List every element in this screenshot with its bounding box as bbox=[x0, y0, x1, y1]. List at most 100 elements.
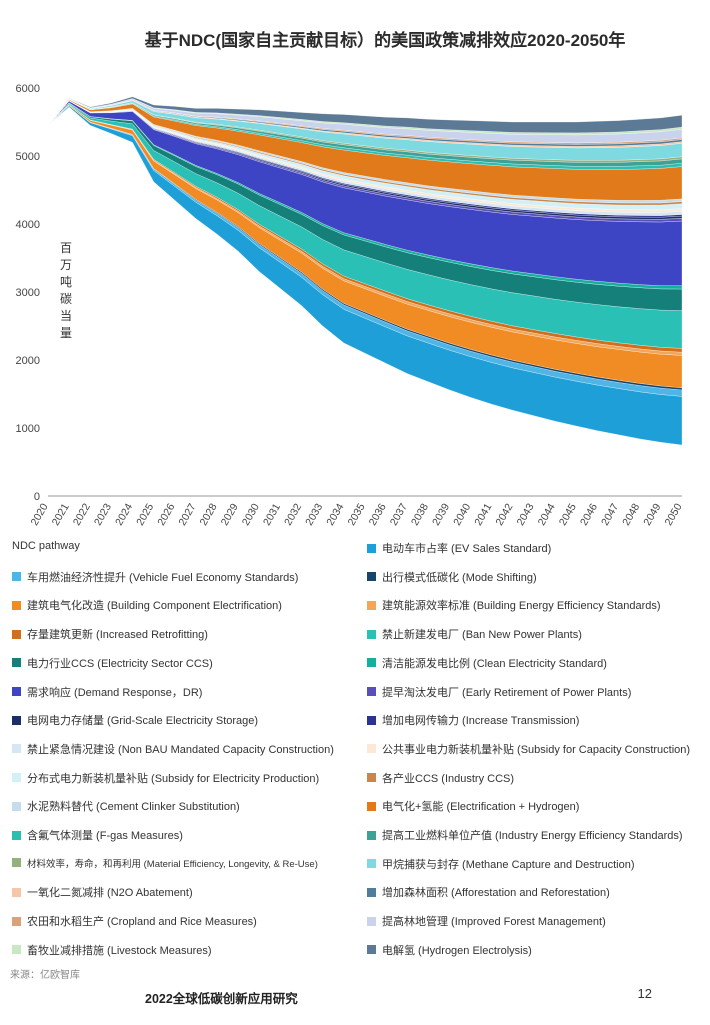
x-tick-label: 2028 bbox=[198, 501, 220, 527]
legend-item: 电气化+氢能 (Electrification + Hydrogen) bbox=[367, 798, 579, 814]
legend-item: 出行模式低碳化 (Mode Shifting) bbox=[367, 569, 537, 585]
source-note: 来源：亿欧智库 bbox=[10, 970, 80, 981]
legend-swatch bbox=[12, 773, 21, 783]
x-tick-label: 2024 bbox=[113, 501, 135, 527]
x-tick-label: 2044 bbox=[536, 501, 558, 527]
x-tick-label: 2030 bbox=[240, 501, 262, 527]
legend-item: 电解氢 (Hydrogen Electrolysis) bbox=[367, 942, 532, 958]
legend-label: 甲烷捕获与封存 (Methane Capture and Destruction… bbox=[382, 858, 635, 871]
legend-item: 电动车市占率 (EV Sales Standard) bbox=[367, 540, 551, 556]
legend-swatch bbox=[12, 801, 21, 811]
legend-item: 各产业CCS (Industry CCS) bbox=[367, 770, 514, 786]
x-tick-label: 2026 bbox=[155, 501, 177, 527]
chart-title: 基于NDC(国家自主贡献目标）的美国政策减排效应2020-2050年 bbox=[144, 31, 626, 50]
legend-label: 禁止新建发电厂 (Ban New Power Plants) bbox=[382, 629, 582, 642]
x-tick-label: 2048 bbox=[620, 501, 642, 527]
legend-swatch bbox=[12, 916, 21, 926]
y-tick-label: 2000 bbox=[16, 355, 40, 367]
legend-item: 农田和水稻生产 (Cropland and Rice Measures) bbox=[12, 913, 257, 929]
legend-item: 甲烷捕获与封存 (Methane Capture and Destruction… bbox=[367, 856, 634, 872]
legend-swatch bbox=[367, 773, 376, 783]
x-tick-label: 2040 bbox=[451, 501, 473, 527]
legend-label: 公共事业电力新装机量补贴 (Subsidy for Capacity Const… bbox=[382, 743, 691, 756]
x-tick-label: 2038 bbox=[409, 501, 431, 527]
legend-item: 清洁能源发电比例 (Clean Electricity Standard) bbox=[367, 655, 607, 671]
legend-label: 电动车市占率 (EV Sales Standard) bbox=[382, 543, 552, 555]
legend-swatch bbox=[12, 858, 21, 868]
legend-item: 畜牧业减排措施 (Livestock Measures) bbox=[12, 942, 212, 958]
y-axis-label-char: 碳 bbox=[60, 292, 72, 306]
legend-label: 清洁能源发电比例 (Clean Electricity Standard) bbox=[382, 657, 607, 670]
x-tick-label: 2021 bbox=[50, 501, 72, 527]
legend-label: NDC pathway bbox=[12, 540, 80, 552]
legend-label: 材料效率，寿命，和再利用 (Material Efficiency, Longe… bbox=[27, 858, 318, 870]
x-tick-label: 2049 bbox=[641, 501, 663, 527]
x-tick-label: 2050 bbox=[663, 501, 685, 527]
legend-label: 农田和水稻生产 (Cropland and Rice Measures) bbox=[27, 916, 257, 929]
legend-label: 含氟气体测量 (F-gas Measures) bbox=[27, 830, 183, 842]
legend-label: 建筑电气化改造 (Building Component Electrificat… bbox=[27, 600, 282, 613]
legend-label: 存量建筑更新 (Increased Retrofitting) bbox=[27, 629, 208, 642]
x-tick-label: 2035 bbox=[346, 501, 368, 527]
legend-label: 分布式电力新装机量补贴 (Subsidy for Electricity Pro… bbox=[27, 772, 320, 785]
legend-label: 出行模式低碳化 (Mode Shifting) bbox=[382, 571, 537, 584]
legend-item: 电力行业CCS (Electricity Sector CCS) bbox=[12, 655, 213, 671]
legend-label: 水泥熟料替代 (Cement Clinker Substitution) bbox=[27, 801, 240, 814]
legend-item: 建筑电气化改造 (Building Component Electrificat… bbox=[12, 597, 282, 613]
legend-swatch bbox=[12, 600, 21, 610]
y-tick-label: 5000 bbox=[16, 151, 40, 163]
legend-label: 需求响应 (Demand Response，DR) bbox=[27, 686, 203, 699]
legend-item: 禁止新建发电厂 (Ban New Power Plants) bbox=[367, 626, 582, 642]
legend-label: 畜牧业减排措施 (Livestock Measures) bbox=[27, 944, 212, 957]
legend-swatch bbox=[367, 543, 376, 553]
legend-label: 车用燃油经济性提升 (Vehicle Fuel Economy Standard… bbox=[27, 571, 299, 584]
x-tick-label: 2029 bbox=[219, 501, 241, 527]
x-tick-label: 2045 bbox=[557, 501, 579, 527]
y-tick-label: 0 bbox=[34, 491, 40, 503]
legend-label: 提早淘汰发电厂 (Early Retirement of Power Plant… bbox=[382, 686, 632, 699]
legend-label: 建筑能源效率标准 (Building Energy Efficiency Sta… bbox=[382, 600, 661, 613]
legend-item: 建筑能源效率标准 (Building Energy Efficiency Sta… bbox=[367, 597, 661, 613]
legend-swatch bbox=[12, 687, 21, 696]
legend-swatch bbox=[367, 744, 376, 754]
legend-item: 存量建筑更新 (Increased Retrofitting) bbox=[12, 626, 208, 642]
legend-item: 禁止紧急情况建设 (Non BAU Mandated Capacity Cons… bbox=[12, 741, 334, 757]
x-tick-label: 2039 bbox=[430, 501, 452, 527]
y-axis-label-char: 当 bbox=[60, 309, 72, 323]
x-tick-label: 2033 bbox=[303, 501, 325, 527]
legend-item: 增加电网传输力 (Increase Transmission) bbox=[367, 712, 579, 728]
legend-label: 增加电网传输力 (Increase Transmission) bbox=[382, 715, 580, 728]
legend-label: 一氧化二氮减排 (N2O Abatement) bbox=[27, 887, 193, 900]
x-tick-label: 2023 bbox=[92, 501, 114, 527]
legend-swatch bbox=[367, 830, 376, 840]
legend-label: 电网电力存储量 (Grid-Scale Electricity Storage) bbox=[27, 715, 259, 728]
legend-label: 提高工业燃料单位产值 (Industry Energy Efficiency S… bbox=[382, 830, 683, 842]
page-number: 12 bbox=[637, 986, 652, 1001]
legend-swatch bbox=[12, 830, 21, 840]
legend-label: 电解氢 (Hydrogen Electrolysis) bbox=[382, 944, 532, 957]
legend-swatch bbox=[367, 600, 376, 610]
legend-swatch bbox=[12, 887, 21, 897]
legend-item: 公共事业电力新装机量补贴 (Subsidy for Capacity Const… bbox=[367, 741, 690, 757]
legend-item: 提高工业燃料单位产值 (Industry Energy Efficiency S… bbox=[367, 827, 683, 843]
legend-item: 提高林地管理 (Improved Forest Management) bbox=[367, 913, 606, 929]
legend-item: 水泥熟料替代 (Cement Clinker Substitution) bbox=[12, 798, 240, 814]
y-tick-label: 6000 bbox=[16, 83, 40, 95]
x-tick-label: 2036 bbox=[367, 501, 389, 527]
legend-swatch bbox=[367, 715, 376, 725]
y-tick-label: 4000 bbox=[16, 219, 40, 231]
y-axis-label-char: 吨 bbox=[60, 275, 72, 289]
x-tick-label: 2031 bbox=[261, 501, 283, 527]
x-tick-label: 2022 bbox=[71, 501, 93, 527]
legend-swatch bbox=[12, 945, 21, 955]
legend-swatch bbox=[367, 887, 376, 897]
legend-swatch bbox=[12, 629, 21, 639]
y-tick-label: 3000 bbox=[16, 287, 40, 299]
legend-item: 提早淘汰发电厂 (Early Retirement of Power Plant… bbox=[367, 684, 631, 700]
legend-label: 电力行业CCS (Electricity Sector CCS) bbox=[27, 657, 213, 670]
legend-swatch bbox=[12, 715, 21, 725]
y-axis-label-char: 万 bbox=[60, 258, 72, 272]
x-tick-label: 2034 bbox=[324, 501, 346, 527]
legend-swatch bbox=[367, 859, 376, 869]
